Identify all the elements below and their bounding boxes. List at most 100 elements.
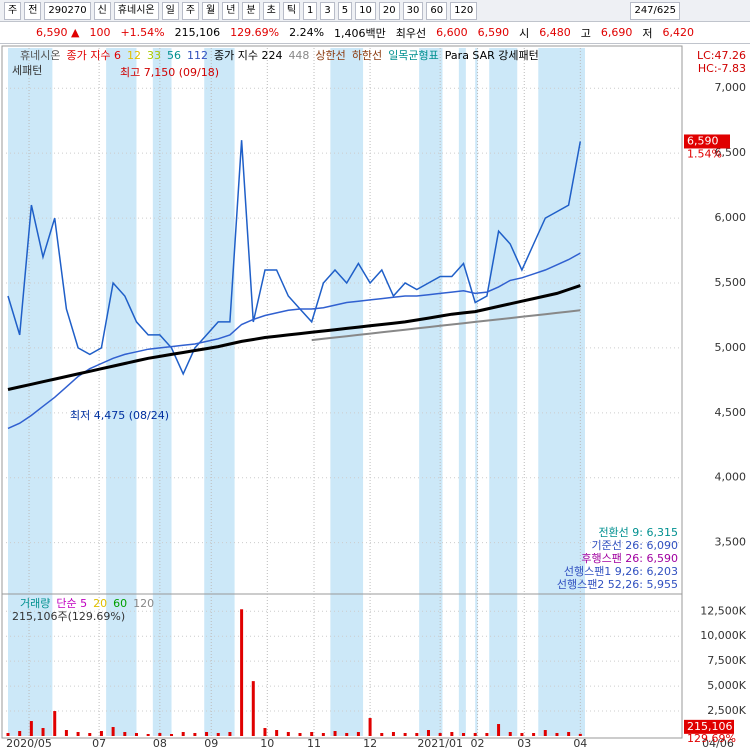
quote-item: 100 <box>89 26 111 39</box>
volume-bar <box>485 733 489 736</box>
y-tick-label: 3,500 <box>715 536 747 549</box>
volume-change: 129.69% <box>687 732 736 745</box>
toolbar-button[interactable]: 신 <box>93 1 111 20</box>
pattern-highlight <box>106 48 137 736</box>
volume-bar <box>263 728 267 736</box>
price-line <box>7 284 581 391</box>
price-marker-label: 6,590 <box>687 134 719 147</box>
legend-item: 종가 지수 6 <box>66 49 120 62</box>
quote-item: 6,590 <box>477 26 510 39</box>
x-tick-label: 03 <box>517 737 531 750</box>
quote-item: 6,420 <box>662 26 695 39</box>
volume-bar <box>497 724 501 736</box>
quote-item: 6,690 <box>600 26 633 39</box>
toolbar-button[interactable]: 3 <box>320 1 335 20</box>
toolbar-button[interactable]: 전 <box>24 1 42 20</box>
volume-bar <box>345 733 349 736</box>
legend-item: 상한선 <box>315 49 345 62</box>
legend-item: 종가 지수 224 <box>214 49 282 62</box>
volume-bar <box>251 681 255 736</box>
price-line <box>311 309 581 342</box>
toolbar-button[interactable]: 60 <box>426 1 448 20</box>
quote-item: 6,480 <box>539 26 571 39</box>
toolbar-button[interactable]: 20 <box>378 1 400 20</box>
y-tick-label: 7,000 <box>715 81 747 94</box>
ichimoku-label: 후행스팬 26: 6,590 <box>581 552 678 565</box>
volume-bar <box>193 733 197 736</box>
toolbar-button[interactable]: 5 <box>337 1 353 20</box>
volume-bar <box>158 733 162 736</box>
volume-bar <box>64 730 68 736</box>
legend-item: 일목균형표 <box>388 48 439 62</box>
pattern-highlight <box>475 48 478 736</box>
toolbar-button[interactable]: 120 <box>450 1 478 20</box>
ichimoku-label: 기준선 26: 6,090 <box>591 539 678 552</box>
toolbar-button[interactable]: 30 <box>402 1 424 20</box>
volume-bar <box>6 733 10 736</box>
chart: 2020/05 07 08 09 10 11 12 2021/01 02 03 04 04/06 7,0… <box>1 45 747 750</box>
price-marker <box>684 134 730 149</box>
y-tick-label: 6,500 <box>715 146 747 159</box>
pattern-highlight <box>538 48 585 736</box>
volume-bar <box>53 711 57 736</box>
volume-bar <box>543 730 547 736</box>
toolbar-button[interactable]: 주 <box>181 1 200 20</box>
toolbar-button[interactable]: 휴네시온 <box>113 1 159 20</box>
price-line <box>7 140 582 376</box>
y-tick-label: 2,500K <box>707 704 746 717</box>
volume-bar <box>438 733 442 736</box>
toolbar-button[interactable]: 틱 <box>282 1 301 20</box>
volume-bar <box>473 733 477 736</box>
annotation: 최고 7,150 (09/18) <box>120 66 219 79</box>
volume-bar <box>123 732 127 736</box>
volume-bar <box>555 733 559 736</box>
legend-item: 단순 5 <box>56 597 87 610</box>
toolbar-button[interactable]: 일 <box>161 1 179 20</box>
legend-item: 33 <box>147 49 161 62</box>
legend: 거래량 단순 5 20 60 120 <box>20 597 154 610</box>
pattern-highlight <box>489 48 518 736</box>
pattern-highlight <box>204 48 235 736</box>
volume-bar <box>134 733 138 736</box>
legend-item: 448 <box>288 49 309 62</box>
price-change: 1.54% <box>687 147 722 160</box>
volume-bar <box>508 732 512 736</box>
volume-bar <box>391 732 395 736</box>
toolbar-button[interactable]: 1 <box>303 1 318 20</box>
volume-bar <box>403 733 407 736</box>
pattern-highlight <box>419 48 443 736</box>
legend-item: Para SAR 강세패턴 <box>445 49 539 62</box>
quote-item: 2.24% <box>289 26 325 39</box>
volume-bar <box>368 718 372 736</box>
y-tick-label: 12,500K <box>700 604 746 617</box>
volume-bar <box>76 732 80 736</box>
toolbar-button[interactable]: 초 <box>262 1 280 20</box>
toolbar-button[interactable]: 10 <box>355 1 376 20</box>
ichimoku-label: 선행스팬1 9,26: 6,203 <box>564 565 678 578</box>
subtitle: 215,106주(129.69%) <box>12 610 125 623</box>
volume-bar <box>286 732 290 736</box>
price-line <box>7 252 581 430</box>
toolbar-button[interactable]: 290270 <box>44 1 91 20</box>
toolbar-button[interactable]: 월 <box>202 1 220 20</box>
toolbar-button[interactable]: 년 <box>222 1 240 20</box>
x-tick-label: 12 <box>363 737 377 750</box>
legend-item: 하한선 <box>352 48 382 62</box>
volume-bar <box>310 732 314 736</box>
volume-bar <box>205 732 209 736</box>
volume-bar <box>29 721 33 736</box>
legend: 휴네시온 종가 지수 6 12 33 56 112 종가 지수 224 448 상한선 하한선 일목… <box>20 48 539 62</box>
toolbar-button[interactable]: 주 <box>4 1 22 20</box>
volume-panel <box>1 593 683 739</box>
x-tick-label: 08 <box>153 737 167 750</box>
side-label: HC:-7.83 <box>698 62 746 75</box>
y-tick-label: 7,500K <box>707 654 746 667</box>
x-tick-label: 11 <box>307 737 321 750</box>
volume-bar <box>275 730 279 736</box>
volume-bar <box>181 732 185 736</box>
y-tick-label: 4,000 <box>715 471 747 484</box>
toolbar-button[interactable]: 분 <box>242 1 260 20</box>
quote-item: 1,406백만 <box>334 26 386 40</box>
quote-item: +1.54% <box>120 26 165 39</box>
volume-bar <box>380 733 384 736</box>
